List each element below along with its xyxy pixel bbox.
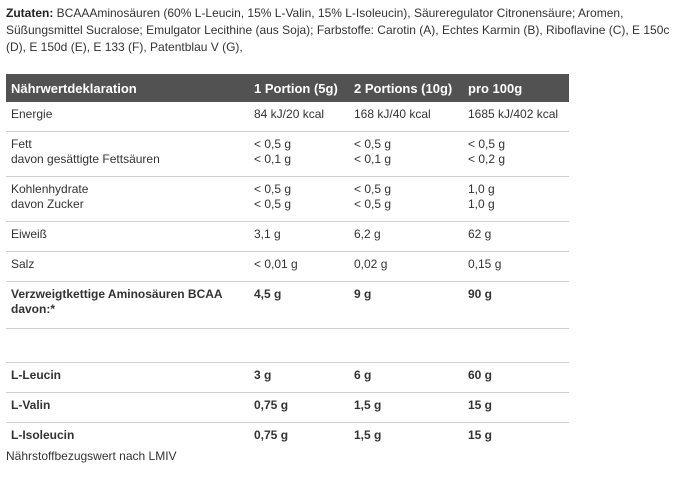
cell-per-100g: 62 g <box>464 221 569 252</box>
ingredients-label: Zutaten: <box>6 6 54 20</box>
row-label: Energie <box>6 102 250 132</box>
kh-sub-label: davon Zucker <box>11 197 84 211</box>
cell-2-portions: 6,2 g <box>350 221 464 252</box>
kh-p100: 1,0 g <box>468 182 495 196</box>
cell-1-portion: 3,1 g <box>250 221 350 252</box>
row-label: Salz <box>6 251 250 282</box>
table-row-salz: Salz < 0,01 g 0,02 g 0,15 g <box>6 251 569 282</box>
kh-label: Kohlenhydrate <box>11 182 89 196</box>
fett-p2: < 0,5 g <box>354 137 392 151</box>
table-row-fett: Fett davon gesättigte Fettsäuren < 0,5 g… <box>6 131 569 177</box>
cell-per-100g: 90 g <box>464 281 569 329</box>
table-row-leucin: L-Leucin 3 g 6 g 60 g <box>6 362 569 393</box>
fett-sub-p1: < 0,1 g <box>254 152 292 166</box>
ingredients-text: Zutaten: BCAAAminosäuren (60% L-Leucin, … <box>6 5 688 56</box>
cell-1-portion: 3 g <box>250 362 350 393</box>
fett-sub-p2: < 0,1 g <box>354 152 392 166</box>
fett-sub-p100: < 0,2 g <box>468 152 506 166</box>
row-label: L-Valin <box>6 392 250 423</box>
header-per-100g: pro 100g <box>464 74 569 102</box>
kh-p1: < 0,5 g <box>254 182 292 196</box>
table-row-valin: L-Valin 0,75 g 1,5 g 15 g <box>6 392 569 423</box>
cell-per-100g: 1,0 g 1,0 g <box>464 176 569 222</box>
cell-per-100g: 0,15 g <box>464 251 569 282</box>
cell-2-portions: 9 g <box>350 281 464 329</box>
cell-per-100g: 1685 kJ/402 kcal <box>464 102 569 132</box>
header-nutrition-declaration: Nährwertdeklaration <box>6 74 250 102</box>
cell-2-portions: 6 g <box>350 362 464 393</box>
cell-2-portions: 1,5 g <box>350 392 464 423</box>
table-row-energie: Energie 84 kJ/20 kcal 168 kJ/40 kcal 168… <box>6 102 569 132</box>
table-row-spacer <box>6 328 569 363</box>
row-label: Fett davon gesättigte Fettsäuren <box>6 131 250 177</box>
fett-p100: < 0,5 g <box>468 137 506 151</box>
cell-1-portion: 0,75 g <box>250 392 350 423</box>
table-row-bcaa: Verzweigtkettige Aminosäuren BCAA davon:… <box>6 281 569 329</box>
fett-sub-label: davon gesättigte Fettsäuren <box>11 152 160 166</box>
table-row-eiweiss: Eiweiß 3,1 g 6,2 g 62 g <box>6 221 569 252</box>
spacer-cell <box>464 328 569 363</box>
cell-per-100g: < 0,5 g < 0,2 g <box>464 131 569 177</box>
kh-sub-p100: 1,0 g <box>468 197 495 211</box>
table-row-isoleucin: L-Isoleucin 0,75 g 1,5 g 15 g <box>6 423 569 453</box>
table-row-kohlenhydrate: Kohlenhydrate davon Zucker < 0,5 g < 0,5… <box>6 176 569 222</box>
row-label: Eiweiß <box>6 221 250 252</box>
cell-2-portions: < 0,5 g < 0,1 g <box>350 131 464 177</box>
spacer-cell <box>6 328 250 363</box>
ingredients-list: BCAAAminosäuren (60% L-Leucin, 15% L-Val… <box>6 6 670 54</box>
row-label: Kohlenhydrate davon Zucker <box>6 176 250 222</box>
kh-sub-p2: < 0,5 g <box>354 197 392 211</box>
cell-1-portion: < 0,5 g < 0,5 g <box>250 176 350 222</box>
spacer-cell <box>250 328 350 363</box>
cell-2-portions: 1,5 g <box>354 428 382 442</box>
cell-1-portion: < 0,01 g <box>250 251 350 282</box>
table-header-row: Nährwertdeklaration 1 Portion (5g) 2 Por… <box>6 74 569 102</box>
cell-per-100g: 15 g <box>464 392 569 423</box>
header-2-portions: 2 Portions (10g) <box>350 74 464 102</box>
cell-2-portions: 0,02 g <box>350 251 464 282</box>
header-1-portion: 1 Portion (5g) <box>250 74 350 102</box>
cell-1-portion: 0,75 g <box>254 428 289 442</box>
kh-p2: < 0,5 g <box>354 182 392 196</box>
row-label: L-Isoleucin <box>11 428 75 442</box>
fett-label: Fett <box>11 137 32 151</box>
row-label: Verzweigtkettige Aminosäuren BCAA davon:… <box>6 281 250 329</box>
cell-per-100g: 60 g <box>464 362 569 393</box>
cell-2-portions: 168 kJ/40 kcal <box>350 102 464 132</box>
cell-1-portion: 4,5 g <box>250 281 350 329</box>
kh-sub-p1: < 0,5 g <box>254 197 292 211</box>
cell-2-portions: < 0,5 g < 0,5 g <box>350 176 464 222</box>
row-label: L-Leucin <box>6 362 250 393</box>
cell-per-100g: 15 g <box>468 428 493 442</box>
fett-p1: < 0,5 g <box>254 137 292 151</box>
nutrition-table: Nährwertdeklaration 1 Portion (5g) 2 Por… <box>6 74 569 452</box>
footnote: Nährstoffbezugswert nach LMIV <box>6 449 177 463</box>
spacer-cell <box>350 328 464 363</box>
cell-1-portion: < 0,5 g < 0,1 g <box>250 131 350 177</box>
cell-1-portion: 84 kJ/20 kcal <box>250 102 350 132</box>
